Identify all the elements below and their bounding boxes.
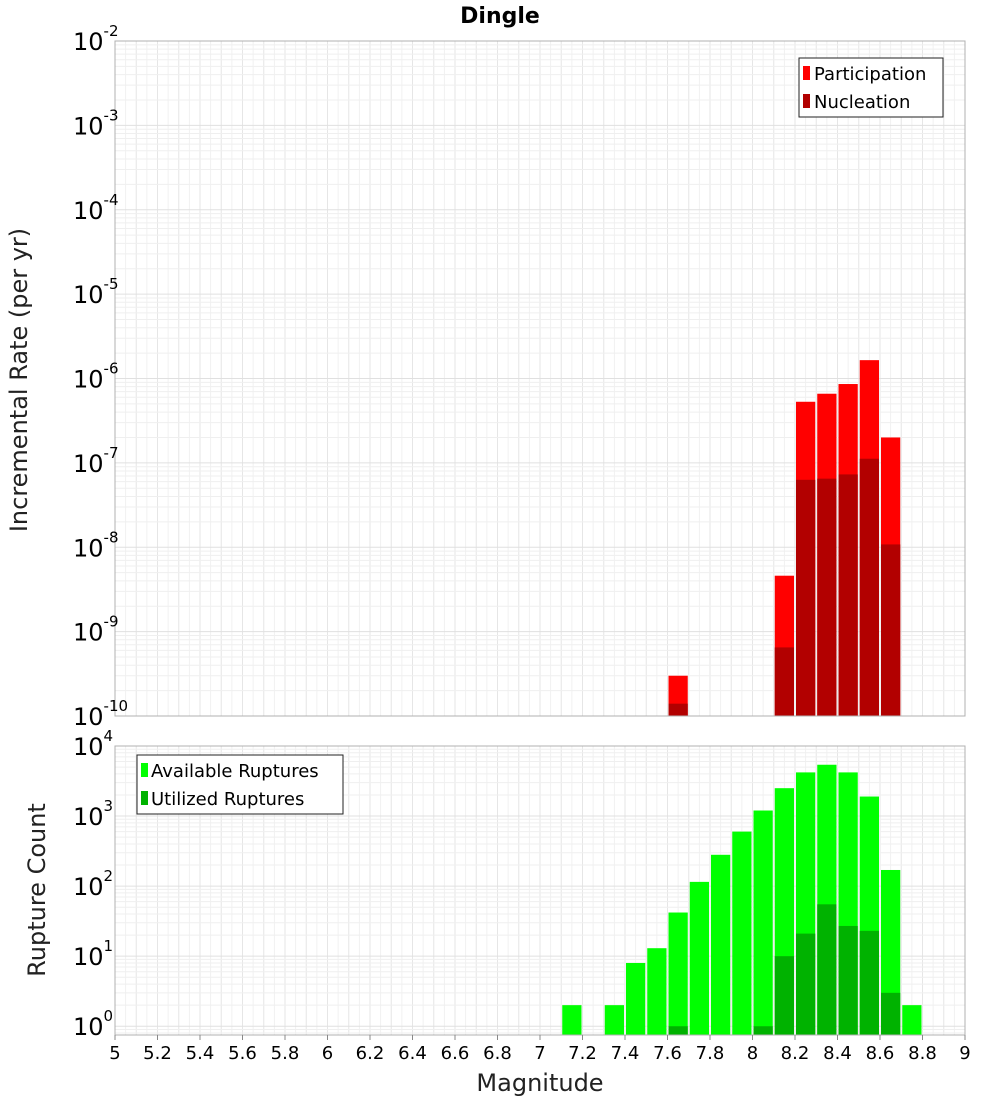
rate-y-tick-label: 10-10 — [73, 697, 128, 731]
rate-y-axis-label: Incremental Rate (per yr) — [5, 228, 33, 532]
x-tick-label: 5.4 — [186, 1043, 215, 1064]
available-legend-swatch — [141, 763, 148, 777]
x-tick-label: 8.6 — [866, 1043, 895, 1064]
x-tick-label: 6.2 — [356, 1043, 385, 1064]
rate-plot-grid — [114, 41, 966, 717]
utilized-ruptures-bar — [753, 1026, 773, 1035]
nucleation-bar — [774, 647, 794, 716]
rate-plot-yticks: 10-2 10-3 10-4 10-5 10-6 10-7 10-8 10-9 10-10 — [73, 22, 128, 731]
x-tick-label: 8.4 — [823, 1043, 852, 1064]
nucleation-bar — [838, 474, 858, 716]
utilized-ruptures-bar — [838, 925, 858, 1035]
nucleation-legend-swatch — [803, 94, 810, 108]
x-tick-label: 6.6 — [441, 1043, 470, 1064]
count-y-tick-label: 101 — [73, 937, 113, 971]
available-legend-label: Available Ruptures — [151, 761, 319, 782]
utilized-ruptures-bar — [881, 992, 901, 1035]
x-axis-label: Magnitude — [476, 1069, 603, 1097]
available-ruptures-bar — [689, 881, 709, 1035]
available-ruptures-bar — [626, 962, 646, 1035]
available-ruptures-bar — [562, 1005, 582, 1035]
x-tick-label: 6 — [322, 1043, 333, 1064]
rate-y-tick-label: 10-7 — [73, 444, 119, 478]
x-tick-label: 5.8 — [271, 1043, 300, 1064]
nucleation-legend-label: Nucleation — [814, 92, 910, 113]
x-tick-label: 7.4 — [611, 1043, 640, 1064]
rate-y-tick-label: 10-6 — [73, 360, 119, 394]
count-plot-bars — [562, 764, 922, 1035]
rate-y-tick-label: 10-8 — [73, 528, 119, 562]
x-tick-label: 8.8 — [908, 1043, 937, 1064]
x-tick-label: 9 — [959, 1043, 970, 1064]
count-y-tick-label: 104 — [73, 727, 113, 761]
utilized-legend-label: Utilized Ruptures — [151, 789, 304, 810]
rate-plot-frame — [114, 40, 966, 717]
count-y-tick-label: 100 — [73, 1007, 113, 1041]
rate-legend: Participation Nucleation — [798, 57, 944, 118]
x-tick-label: 6.8 — [483, 1043, 512, 1064]
utilized-ruptures-bar — [796, 933, 816, 1035]
count-legend: Available Ruptures Utilized Ruptures — [136, 754, 344, 815]
participation-legend-label: Participation — [814, 64, 926, 85]
x-tick-label: 6.4 — [398, 1043, 427, 1064]
utilized-ruptures-bar — [817, 904, 837, 1035]
nucleation-bar — [817, 478, 837, 716]
x-axis-ticks: 5 5.2 5.4 5.6 5.8 6 6.2 6.4 6.6 6.8 7 7.2 7.4 7.6 7.8 8… — [109, 1035, 971, 1064]
available-ruptures-bar — [668, 912, 688, 1035]
nucleation-bar — [668, 703, 688, 716]
available-ruptures-bar — [902, 1005, 922, 1035]
count-y-tick-label: 102 — [73, 867, 113, 901]
utilized-ruptures-bar — [859, 930, 879, 1035]
x-tick-label: 5.6 — [228, 1043, 257, 1064]
x-tick-label: 5.2 — [143, 1043, 172, 1064]
available-ruptures-bar — [753, 810, 773, 1035]
rate-y-tick-label: 10-9 — [73, 613, 119, 647]
nucleation-bar — [859, 458, 879, 716]
available-ruptures-bar — [647, 948, 667, 1035]
participation-legend-swatch — [803, 66, 810, 80]
count-y-axis-label: Rupture Count — [23, 803, 51, 977]
x-tick-label: 5 — [109, 1043, 120, 1064]
utilized-ruptures-bar — [668, 1026, 688, 1035]
rate-plot-bars — [668, 360, 901, 716]
rate-y-tick-label: 10-2 — [73, 22, 119, 56]
count-legend-box — [136, 754, 344, 815]
utilized-legend-swatch — [141, 791, 148, 805]
rate-y-tick-label: 10-5 — [73, 275, 119, 309]
rate-y-tick-label: 10-3 — [73, 106, 119, 140]
utilized-ruptures-bar — [774, 956, 794, 1035]
available-ruptures-bar — [711, 854, 731, 1035]
rate-legend-box — [798, 57, 944, 118]
x-tick-label: 7.8 — [696, 1043, 725, 1064]
x-tick-label: 8 — [747, 1043, 758, 1064]
count-plot-yticks: 104 103 102 101 100 — [73, 727, 113, 1041]
x-tick-label: 8.2 — [781, 1043, 810, 1064]
chart-title: Dingle — [460, 4, 540, 29]
x-tick-label: 7.6 — [653, 1043, 682, 1064]
available-ruptures-bar — [732, 831, 752, 1035]
x-tick-label: 7 — [534, 1043, 545, 1064]
rate-y-tick-label: 10-4 — [73, 191, 119, 225]
count-y-tick-label: 103 — [73, 797, 113, 831]
nucleation-bar — [796, 479, 816, 716]
nucleation-bar — [881, 544, 901, 716]
x-tick-label: 7.2 — [568, 1043, 597, 1064]
available-ruptures-bar — [604, 1005, 624, 1035]
